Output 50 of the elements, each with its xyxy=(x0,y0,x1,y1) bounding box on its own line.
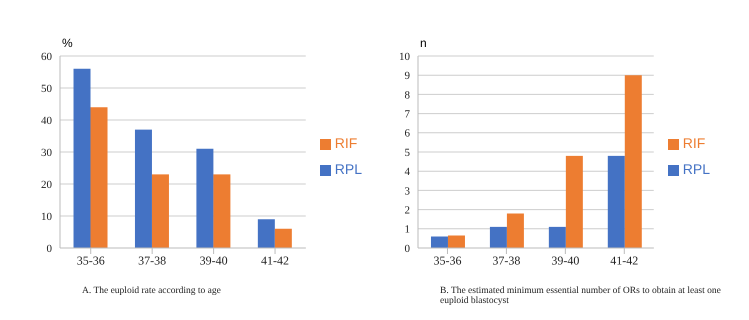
y-tick-label: 10 xyxy=(399,50,410,63)
y-axis-title: n xyxy=(420,36,427,50)
bar xyxy=(258,219,275,248)
y-tick-label: 7 xyxy=(404,108,410,121)
bar xyxy=(274,228,292,248)
x-tick-label: 41-42 xyxy=(261,254,290,268)
x-tick-label: 37-38 xyxy=(492,254,520,268)
bar xyxy=(566,156,583,248)
bar xyxy=(196,148,214,248)
text: A. The euploid rate according to age xyxy=(82,286,222,296)
x-tick-label: 39-40 xyxy=(200,254,228,268)
y-tick-label: 4 xyxy=(404,166,410,178)
y-tick-label: 50 xyxy=(41,82,52,95)
bar xyxy=(490,226,507,248)
y-tick-label: 0 xyxy=(46,242,52,255)
bar xyxy=(430,236,448,248)
x-tick-label: 39-40 xyxy=(551,254,580,268)
bar xyxy=(90,107,108,248)
y-tick-label: 2 xyxy=(404,204,410,217)
bar xyxy=(506,213,524,248)
y-tick-label: 40 xyxy=(41,114,52,127)
legend-label: RPL xyxy=(334,161,362,177)
y-tick-label: 6 xyxy=(404,128,410,140)
y-axis-title: % xyxy=(62,36,73,50)
legend-label: RPL xyxy=(682,161,710,177)
y-tick-label: 30 xyxy=(41,146,52,159)
bar xyxy=(152,174,169,248)
y-tick-label: 60 xyxy=(41,50,52,63)
text: B. The estimated minimum essential number of ORs to obtain at least one euploid blastocyst xyxy=(440,286,722,306)
y-tick-label: 0 xyxy=(404,242,410,255)
bar xyxy=(213,174,230,248)
bar xyxy=(448,236,465,248)
y-tick-label: 5 xyxy=(404,146,410,159)
bar xyxy=(624,75,642,248)
bar xyxy=(134,130,152,248)
y-tick-label: 3 xyxy=(404,185,410,198)
y-tick-label: 1 xyxy=(404,224,410,236)
legend-label: RIF xyxy=(334,135,358,151)
x-tick-label: 41-42 xyxy=(610,254,638,268)
x-tick-label: 37-38 xyxy=(138,254,166,268)
bar xyxy=(548,226,566,248)
y-tick-label: 8 xyxy=(404,89,410,102)
y-tick-label: 20 xyxy=(41,178,52,191)
bar xyxy=(608,156,625,248)
y-tick-label: 10 xyxy=(41,210,52,223)
y-tick-label: 9 xyxy=(404,70,410,82)
legend-label: RIF xyxy=(682,135,706,151)
x-tick-label: 35-36 xyxy=(433,254,462,268)
bar xyxy=(74,68,91,248)
x-tick-label: 35-36 xyxy=(76,254,105,268)
